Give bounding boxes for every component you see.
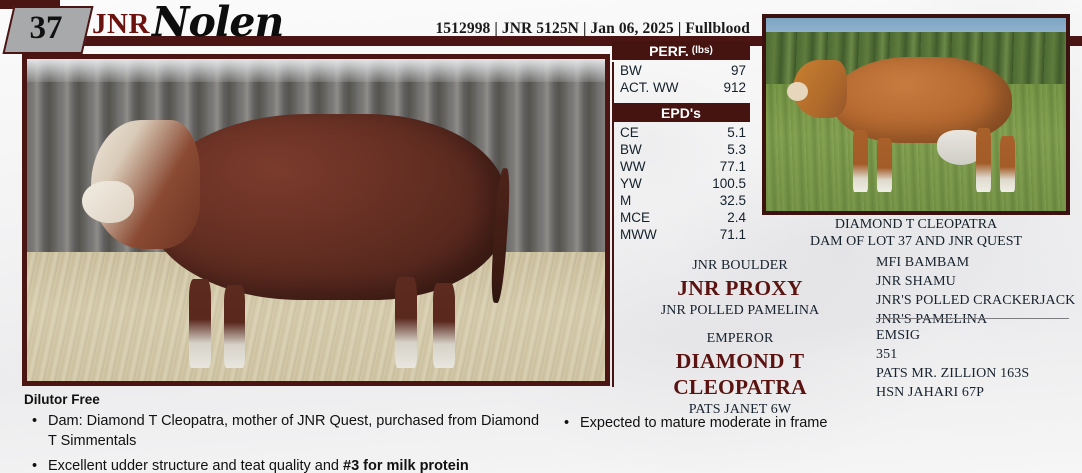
- epd-label: YW: [620, 176, 642, 191]
- perf-value: 97: [730, 63, 746, 78]
- table-row: M 32.5: [620, 192, 750, 209]
- table-row: CE 5.1: [620, 124, 750, 141]
- epd-label: M: [620, 193, 632, 208]
- cow-leg: [1000, 135, 1015, 192]
- notes-heading: Dilutor Free: [24, 392, 100, 407]
- table-row: ACT. WW 912: [620, 79, 750, 96]
- table-row: WW 77.1: [620, 158, 750, 175]
- cow-leg: [976, 128, 991, 192]
- bull-leg: [432, 283, 455, 369]
- grandparent-name: JNR SHAMU: [876, 274, 956, 289]
- epd-label: MWW: [620, 227, 657, 242]
- bullet-icon: •: [564, 415, 570, 431]
- pedigree-divider: [876, 318, 1069, 319]
- epd-table-header: EPD's: [612, 103, 750, 122]
- table-row: MWW 71.1: [620, 226, 750, 243]
- epd-value: 100.5: [712, 176, 746, 191]
- epd-value: 5.3: [727, 142, 746, 157]
- sire-name: JNR PROXY: [677, 276, 803, 300]
- table-row: YW 100.5: [620, 175, 750, 192]
- epd-value: 2.4: [727, 210, 746, 225]
- perf-label: ACT. WW: [620, 80, 679, 95]
- cow-leg: [877, 137, 892, 192]
- photo-snow-band: [27, 59, 605, 82]
- perf-units: (lbs): [691, 45, 713, 56]
- epd-label: WW: [620, 159, 646, 174]
- perf-table-header: PERF. (lbs): [612, 41, 750, 60]
- cow-leg: [853, 129, 868, 192]
- header-accent-stub: [0, 0, 60, 9]
- grandparent-name: EMSIG: [876, 328, 921, 343]
- bull-legs-group: [183, 272, 495, 369]
- epd-value: 5.1: [727, 125, 746, 140]
- perf-label: BW: [620, 63, 642, 78]
- brand-prefix: JNR: [92, 8, 150, 40]
- pedigree-sire-grandparents: MFI BAMBAM JNR SHAMU JNR'S POLLED CRACKE…: [876, 253, 1076, 329]
- dam-name: DIAMOND T CLEOPATRA: [673, 349, 807, 399]
- bull-leg: [189, 279, 212, 369]
- bull-leg: [395, 277, 418, 369]
- notes-left-column: Dilutor Free • Dam: Diamond T Cleopatra,…: [24, 392, 544, 473]
- perf-title: PERF.: [649, 42, 689, 59]
- dam-of-dam: PATS JANET 6W: [688, 402, 792, 417]
- grandparent-name: MFI BAMBAM: [876, 255, 970, 270]
- dam-caption-subtitle: DAM OF LOT 37 AND JNR QUEST: [809, 234, 1023, 249]
- bull-body-shape: [148, 113, 507, 301]
- dam-of-sire: JNR POLLED PAMELINA: [660, 303, 820, 318]
- animal-name: Nolen: [152, 0, 284, 46]
- list-item-text: Expected to mature moderate in frame: [580, 415, 828, 431]
- list-item: • Dam: Diamond T Cleopatra, mother of JN…: [24, 411, 544, 451]
- list-item: • Excellent udder structure and teat qua…: [24, 456, 544, 473]
- grandparent-name: 351: [876, 347, 898, 362]
- notes-right-column: • Expected to mature moderate in frame: [556, 413, 976, 438]
- pedigree-dam-grandparents: EMSIG 351 PATS MR. ZILLION 163S HSN JAHA…: [876, 326, 1076, 402]
- sire-of-dam: EMPEROR: [706, 331, 774, 346]
- dam-photo: [762, 14, 1070, 215]
- cow-muzzle-shape: [787, 81, 808, 101]
- grandparent-name: HSN JAHARI 67P: [876, 385, 984, 400]
- list-item-text: Dam: Diamond T Cleopatra, mother of JNR …: [48, 413, 540, 449]
- epd-label: CE: [620, 125, 639, 140]
- bullet-icon: •: [32, 458, 38, 473]
- epd-table-body: CE 5.1 BW 5.3 WW 77.1 YW 100.5 M 32.5 MC…: [612, 124, 750, 243]
- registration-id-line: 1512998 | JNR 5125N | Jan 06, 2025 | Ful…: [435, 20, 750, 37]
- epd-label: MCE: [620, 210, 650, 225]
- bullet-icon: •: [32, 413, 38, 429]
- pedigree-sire-block: JNR BOULDER JNR PROXY JNR POLLED PAMELIN…: [620, 256, 860, 320]
- pedigree-dam-block: EMPEROR DIAMOND T CLEOPATRA PATS JANET 6…: [620, 329, 860, 419]
- header-bar: [62, 36, 1082, 46]
- dam-caption-name: DIAMOND T CLEOPATRA: [834, 217, 998, 232]
- table-row: BW 97: [620, 62, 750, 79]
- grandparent-name: JNR'S PAMELINA: [876, 312, 988, 327]
- table-row: MCE 2.4: [620, 209, 750, 226]
- sire-of-sire: JNR BOULDER: [692, 258, 788, 273]
- bull-muzzle-shape: [81, 181, 134, 224]
- bull-leg: [223, 285, 246, 369]
- epd-value: 77.1: [719, 159, 746, 174]
- grandparent-name: PATS MR. ZILLION 163S: [876, 366, 1030, 381]
- perf-value: 912: [723, 80, 746, 95]
- epd-title: EPD's: [661, 104, 701, 121]
- list-item-text: Excellent udder structure and teat quali…: [48, 458, 469, 473]
- main-bull-photo: [22, 54, 610, 386]
- table-row: BW 5.3: [620, 141, 750, 158]
- lot-number: 37: [29, 9, 63, 46]
- dam-photo-caption: DIAMOND T CLEOPATRA DAM OF LOT 37 AND JN…: [762, 216, 1070, 250]
- grandparent-name: JNR'S POLLED CRACKERJACK: [876, 293, 1076, 308]
- perf-table-body: BW 97 ACT. WW 912: [612, 62, 750, 96]
- epd-value: 71.1: [719, 227, 746, 242]
- list-item: • Expected to mature moderate in frame: [556, 413, 976, 433]
- epd-label: BW: [620, 142, 642, 157]
- epd-value: 32.5: [719, 193, 746, 208]
